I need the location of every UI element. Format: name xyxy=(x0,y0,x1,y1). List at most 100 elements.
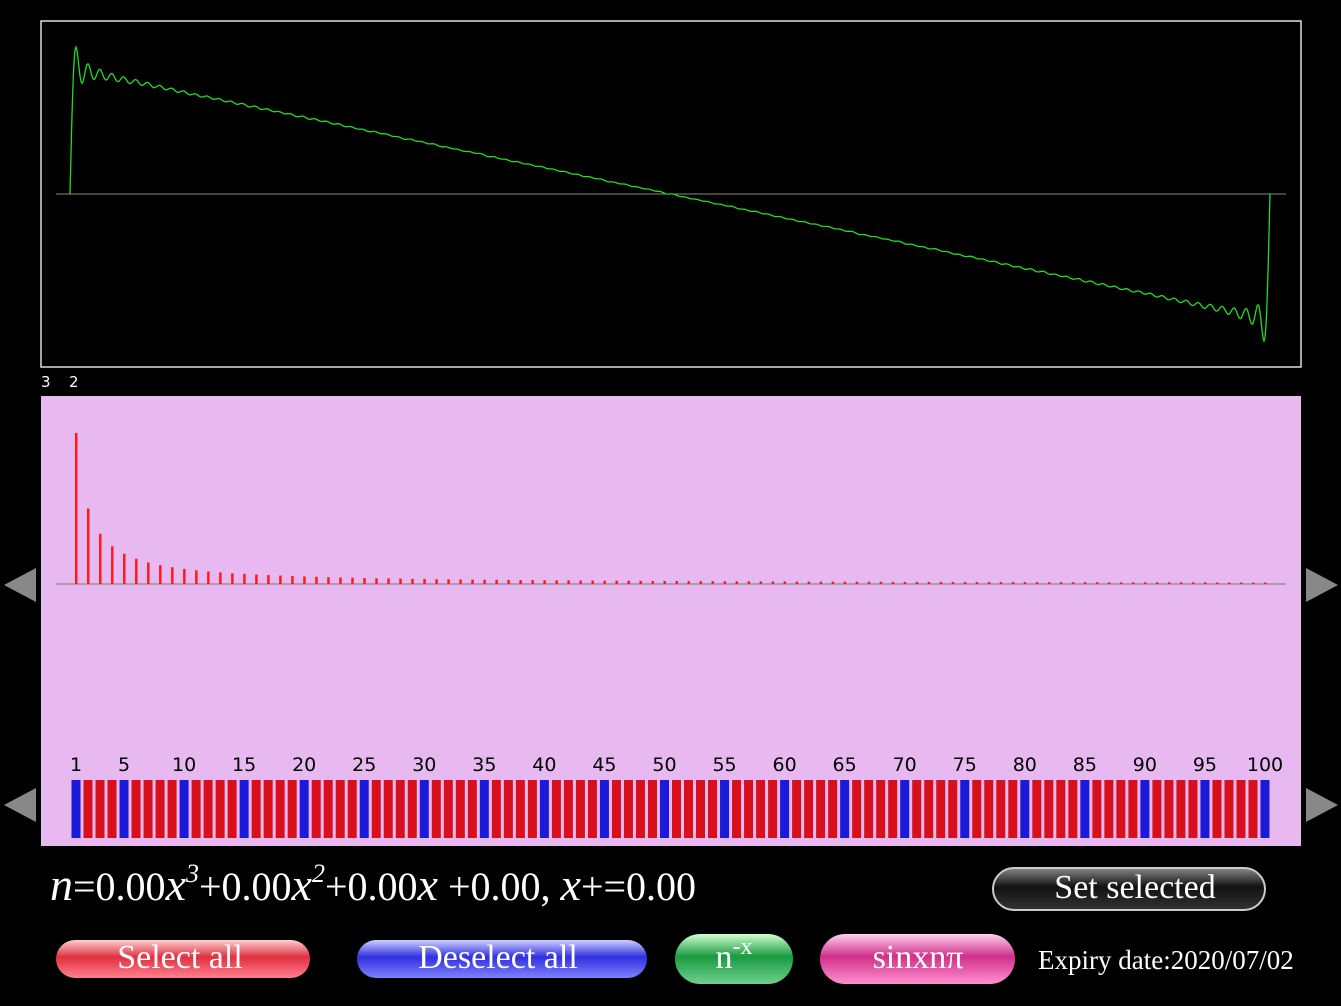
selector-bar[interactable] xyxy=(864,780,874,838)
selector-bar[interactable] xyxy=(960,780,970,838)
selector-bar[interactable] xyxy=(792,780,802,838)
button-label[interactable]: Select all xyxy=(117,939,243,976)
selector-bar[interactable] xyxy=(431,780,441,838)
selector-bar[interactable] xyxy=(876,780,886,838)
select-all-button[interactable] xyxy=(56,940,310,978)
selector-bar[interactable] xyxy=(1044,780,1054,838)
selector-bar[interactable] xyxy=(1068,780,1078,838)
selector-bar[interactable] xyxy=(840,780,850,838)
selector-bar[interactable] xyxy=(635,780,645,838)
selector-bar[interactable] xyxy=(684,780,694,838)
selector-bar[interactable] xyxy=(71,780,81,838)
selector-bar[interactable] xyxy=(708,780,718,838)
selector-bar[interactable] xyxy=(311,780,321,838)
button-label[interactable]: sinxnπ xyxy=(873,939,964,976)
selector-bar[interactable] xyxy=(720,780,730,838)
selector-bar[interactable] xyxy=(491,780,501,838)
power-button[interactable] xyxy=(675,934,793,984)
selector-bar[interactable] xyxy=(587,780,597,838)
selector-bar[interactable] xyxy=(599,780,609,838)
selector-bar[interactable] xyxy=(804,780,814,838)
selector-bar[interactable] xyxy=(948,780,958,838)
selector-bar[interactable] xyxy=(1188,780,1198,838)
selector-bar[interactable] xyxy=(131,780,141,838)
selector-bar[interactable] xyxy=(732,780,742,838)
selector-bar[interactable] xyxy=(407,780,417,838)
selector-bar[interactable] xyxy=(756,780,766,838)
selector-bar[interactable] xyxy=(347,780,357,838)
selector-bar[interactable] xyxy=(299,780,309,838)
selector-bar[interactable] xyxy=(275,780,285,838)
button-label[interactable]: Set selected xyxy=(1054,869,1215,906)
selector-bar[interactable] xyxy=(323,780,333,838)
selector-bar[interactable] xyxy=(1092,780,1102,838)
selector-bar[interactable] xyxy=(780,780,790,838)
selector-bar[interactable] xyxy=(143,780,153,838)
selector-bar[interactable] xyxy=(83,780,93,838)
selector-bar[interactable] xyxy=(383,780,393,838)
selector-bar[interactable] xyxy=(359,780,369,838)
sup[interactable]: -x xyxy=(733,934,753,960)
selector-bar[interactable] xyxy=(1224,780,1234,838)
selector-bar[interactable] xyxy=(996,780,1006,838)
selector-bar[interactable] xyxy=(1056,780,1066,838)
selector-bar[interactable] xyxy=(251,780,261,838)
next-arrow[interactable] xyxy=(1306,788,1338,822)
selector-bar[interactable] xyxy=(455,780,465,838)
selector-bar[interactable] xyxy=(936,780,946,838)
selector-bar[interactable] xyxy=(263,780,273,838)
selector-bar[interactable] xyxy=(419,780,429,838)
selector-bar[interactable] xyxy=(539,780,549,838)
selector-bar[interactable] xyxy=(611,780,621,838)
selector-bar[interactable] xyxy=(623,780,633,838)
spectrum-panel[interactable] xyxy=(41,396,1301,846)
deselect-all-button[interactable] xyxy=(357,940,647,978)
selector-bar[interactable] xyxy=(1260,780,1270,838)
selector-bar[interactable] xyxy=(744,780,754,838)
prev-arrow[interactable] xyxy=(4,788,36,822)
selector-bar[interactable] xyxy=(1128,780,1138,838)
selector-bar[interactable] xyxy=(900,780,910,838)
selector-bar[interactable] xyxy=(155,780,165,838)
selector-bar[interactable] xyxy=(1248,780,1258,838)
button-label[interactable]: n-x xyxy=(716,934,753,976)
selector-bar[interactable] xyxy=(191,780,201,838)
selector-bar[interactable] xyxy=(467,780,477,838)
selector-bar[interactable] xyxy=(371,780,381,838)
selector-bar[interactable] xyxy=(816,780,826,838)
selector-bar[interactable] xyxy=(107,780,117,838)
prev-arrow[interactable] xyxy=(4,568,36,602)
selector-bar[interactable] xyxy=(215,780,225,838)
next-arrow[interactable] xyxy=(1306,568,1338,602)
selector-bar[interactable] xyxy=(647,780,657,838)
selector-bar[interactable] xyxy=(888,780,898,838)
selector-bar[interactable] xyxy=(924,780,934,838)
selector-bar[interactable] xyxy=(563,780,573,838)
selector-bar[interactable] xyxy=(551,780,561,838)
selector-bar[interactable] xyxy=(227,780,237,838)
selector-bar[interactable] xyxy=(1164,780,1174,838)
selector-bar[interactable] xyxy=(1212,780,1222,838)
selector-bar[interactable] xyxy=(828,780,838,838)
selector-bar[interactable] xyxy=(768,780,778,838)
selector-bar[interactable] xyxy=(167,780,177,838)
set-selected-button[interactable] xyxy=(992,867,1266,911)
selector-bar[interactable] xyxy=(239,780,249,838)
selector-bar[interactable] xyxy=(95,780,105,838)
selector-bar[interactable] xyxy=(515,780,525,838)
selector-bar[interactable] xyxy=(395,780,405,838)
selector-bar[interactable] xyxy=(1032,780,1042,838)
selector-bar[interactable] xyxy=(287,780,297,838)
selector-bar[interactable] xyxy=(1140,780,1150,838)
selector-bar[interactable] xyxy=(1080,780,1090,838)
sine-button[interactable] xyxy=(820,934,1015,984)
base[interactable]: n xyxy=(716,939,733,976)
selector-bar[interactable] xyxy=(1116,780,1126,838)
selector-bar[interactable] xyxy=(672,780,682,838)
selector-bar[interactable] xyxy=(203,780,213,838)
selector-bar[interactable] xyxy=(1176,780,1186,838)
selector-bar[interactable] xyxy=(179,780,189,838)
selector-bar[interactable] xyxy=(575,780,585,838)
selector-bar[interactable] xyxy=(852,780,862,838)
selector-bar[interactable] xyxy=(659,780,669,838)
